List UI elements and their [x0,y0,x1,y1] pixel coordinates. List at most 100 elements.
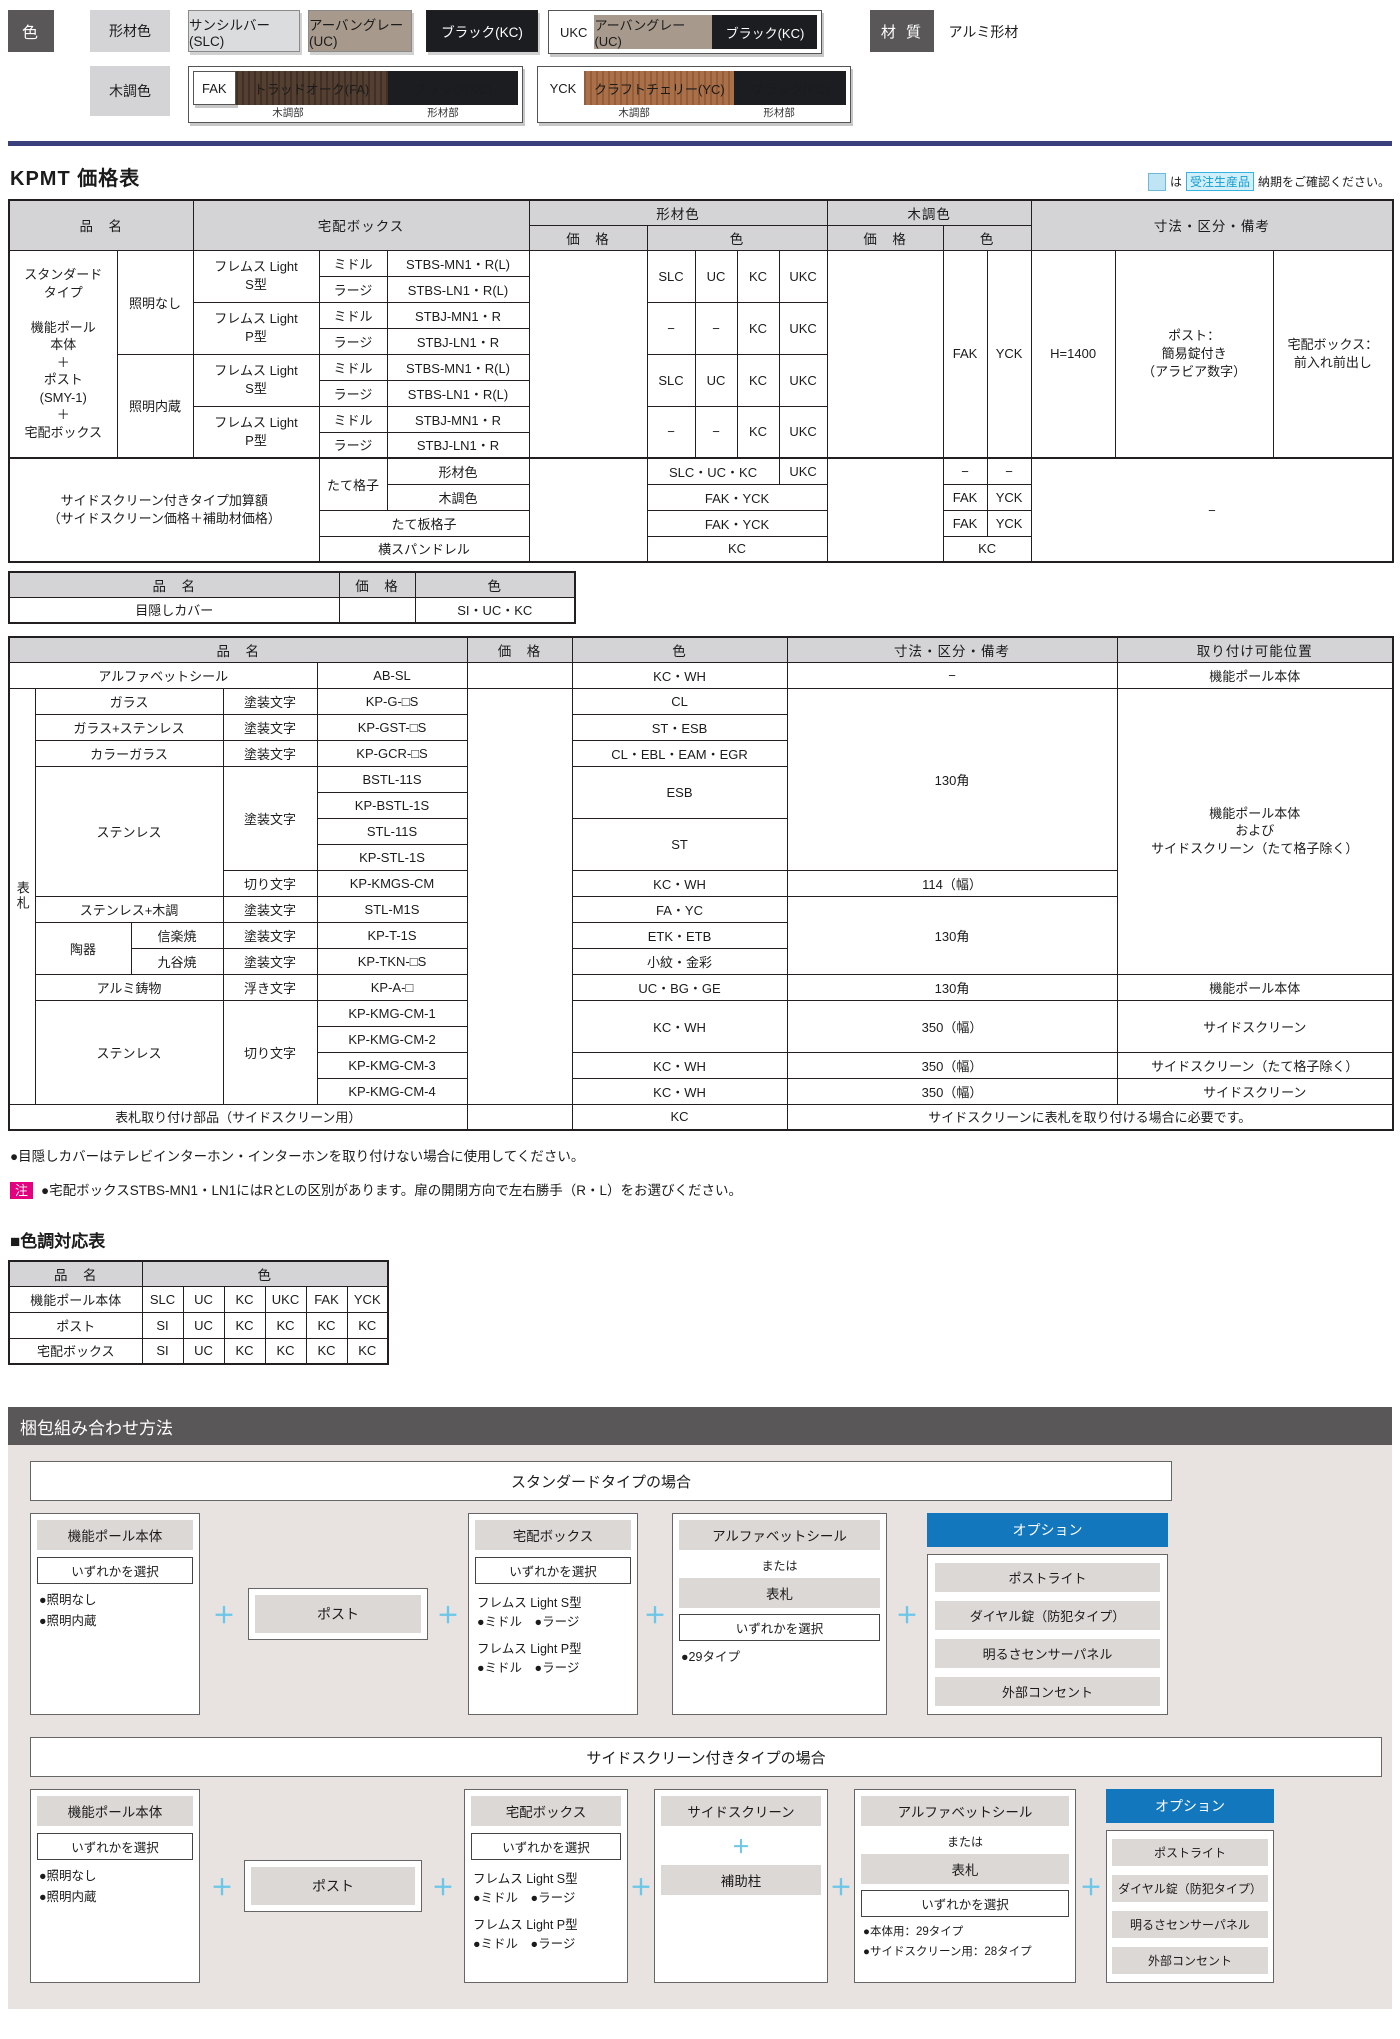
price-cell-blank [528,249,648,459]
table-row: フレムス Light P型 ミドル STBJ-MN1・R − − KC UKC [9,301,1393,355]
color-legend-row2: 木調色 FAK トラッドオーク(FA) ブラック(KC) 木調部 形材部 YCK… [8,66,1392,123]
model-cell: KP-KMG-CM-4 [316,1077,468,1105]
col-header-color: 色 [646,224,828,251]
option-title: オプション [927,1513,1168,1547]
color-matching-table: 品 名 色 機能ポール本体 SLC UC KC UKC FAK YCK ポスト … [8,1260,390,1365]
pole-select-label: いずれかを選択 [37,1833,193,1860]
header-row: 品 名 色 [8,1260,389,1287]
color-cell: ST・ESB [571,713,788,741]
color-cell: SLC [646,249,696,303]
table-row: 陶器 信楽焼 塗装文字 KP-T-1S ETK・ETB [9,921,1393,975]
header-row-1: 品 名 宅配ボックス 形材色 木調色 寸法・区分・備考 [8,199,1394,251]
letter-type-cell: 塗装文字 [222,765,318,871]
material-cell: ガラス+ステンレス [34,713,224,741]
fak-swatch-wood: トラッドオーク(FA) [235,71,388,105]
table-row: アルミ鋳物 浮き文字 KP-A-□ UC・BG・GE 130角 機能ポール本体 [9,973,1394,1001]
plus-icon: ＋ [212,1603,235,1628]
color-cell: UC [182,1311,225,1339]
letter-type-cell: 浮き文字 [222,973,318,1001]
fak-captions: 木調部 形材部 [193,105,518,120]
wood-color-label: 木調色 [90,66,170,116]
col-header-price: 価 格 [528,224,648,251]
fak-caption-profile: 形材部 [427,107,459,119]
color-cell: UKC [778,301,828,355]
color-cell: FAK [305,1285,348,1313]
table-row: ステンレス 切り文字 KP-KMG-CM-1 KC・WH 350（幅） サイドス… [9,999,1394,1105]
deliverybox-title: 宅配ボックス [475,1520,631,1550]
color-cell: − [646,301,696,355]
box-series-cell: フレムス Light S型 [192,249,320,303]
color-cell: UC・BG・GE [571,973,788,1001]
plus-icon: ＋ [732,1837,750,1857]
letter-type-cell: 塗装文字 [222,895,318,923]
yck-group: YCK クラフトチェリー(YC) ブラック(KC) 木調部 形材部 [536,66,852,123]
fak-swatch-black: ブラック(KC) [387,71,518,105]
price-cell-blank [466,661,573,689]
col-header-dimensions: 寸法・区分・備考 [1030,199,1394,251]
packing-section-title: 梱包組み合わせ方法 [8,1407,1392,1445]
yck-swatches: YCK クラフトチェリー(YC) ブラック(KC) [542,71,847,105]
mount-cell: サイドスクリーン [1116,1077,1394,1105]
mount-cell: 機能ポール本体 [1116,973,1394,1001]
lattice-cell: 横スパンドレル [318,535,530,563]
model-cell: STL-11S [316,817,468,845]
nameplate-label: 表札 [679,1578,880,1608]
table-row: 表札取り付け部品（サイドスクリーン用） KC サイドスクリーンに表札を取り付ける… [8,1103,1394,1131]
col-header-dimensions: 寸法・区分・備考 [786,636,1118,663]
pole-options: ●照明なし ●照明内蔵 [39,1869,97,1905]
color-cell: − [694,405,738,459]
col-header-wood-color: 木調色 [826,199,1032,226]
color-cell: − [942,457,988,485]
color-cell: KC [736,353,780,407]
color-cell: − [646,405,696,459]
dimensions-cell: 130角 [786,687,1118,871]
col-header-color: 色 [414,571,576,598]
sidescreen-type-block: サイドスクリーン付きタイプの場合 機能ポール本体 いずれかを選択 ●照明なし ●… [30,1737,1382,1983]
attention-badge: 注 [10,1182,34,1199]
col-header-price: 価 格 [826,224,944,251]
pole-box-title: 機能ポール本体 [37,1520,193,1550]
table-row: 表札 ガラス 塗装文字 KP-G-□S CL 130角 機能ポール本体 および … [8,687,1394,1105]
price-cell-blank [466,1103,573,1131]
option-item: ポストライト [935,1563,1160,1592]
sidescreen-addition-row: 木調色 FAK・YCK FAK YCK [9,483,1393,511]
yck-swatch-wood: クラフトチェリー(YC) [584,71,735,105]
col-header-price: 価 格 [466,636,573,663]
packing-section: 梱包組み合わせ方法 スタンダードタイプの場合 機能ポール本体 いずれかを選択 ●… [8,1407,1392,2009]
post-box: ポスト [248,1588,428,1640]
color-cell: YCK [346,1285,389,1313]
color-cell: KC [571,1103,788,1131]
ukc-swatch-urbangray: アーバングレー(UC) [594,15,713,49]
color-cell: CL・EBL・EAM・EGR [571,739,788,767]
model-cell: KP-T-1S [316,921,468,949]
sidescreen-addition-row: 横スパンドレル KC KC [9,535,1393,563]
series-p-name: フレムス Light P型 [473,1918,578,1932]
model-cell: STL-M1S [316,895,468,923]
color-matching-title: ■色調対応表 [10,1232,106,1251]
privacy-cover-table: 品 名 価 格 色 目隠しカバー SI・UC・KC [8,571,576,624]
size-cell: ミドル [318,353,388,381]
product-cell: 目隠しカバー [8,596,340,624]
plus-icon: ＋ [643,1603,666,1628]
color-cell: 小紋・金彩 [571,947,788,975]
model-cell: STBJ-LN1・R [386,431,530,459]
col-header-deliverybox: 宅配ボックス [192,199,530,251]
deliverybox-select-label: いずれかを選択 [471,1833,621,1860]
model-cell: STBS-MN1・R(L) [386,353,530,381]
dimensions-cell: 350（幅） [786,999,1118,1053]
price-cell-blank [826,457,944,563]
table-row: ラージ STBS-LN1・R(L) [9,275,1393,303]
color-cell: YCK [986,483,1032,511]
letter-type-cell: 切り文字 [222,869,318,897]
plus-icon: ＋ [1079,1875,1102,1900]
model-cell: KP-GST-□S [316,713,468,741]
color-cell: KC・WH [571,1051,788,1079]
pole-box-title: 機能ポール本体 [37,1796,193,1826]
series-p-name: フレムス Light P型 [477,1642,582,1656]
sidescreen-type-title: サイドスクリーン付きタイプの場合 [30,1737,1382,1777]
option-item: ダイヤル錠（防犯タイプ） [1112,1875,1268,1902]
model-cell: KP-GCR-□S [316,739,468,767]
col-header-product: 品 名 [8,1260,143,1287]
product-cell: 表札取り付け部品（サイドスクリーン用） [8,1103,468,1131]
product-cell: ポスト [8,1311,143,1339]
